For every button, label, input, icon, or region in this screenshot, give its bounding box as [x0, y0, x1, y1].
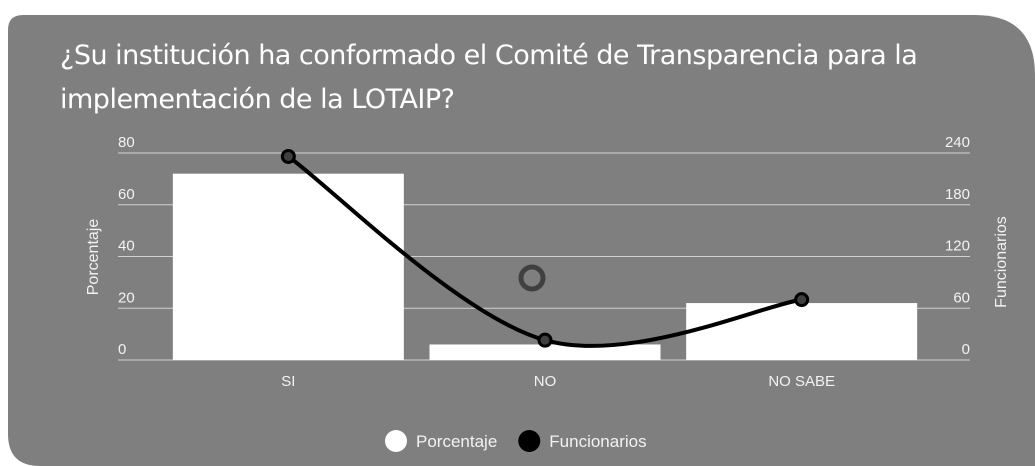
y-tick-label: 60 — [118, 186, 135, 203]
y2-tick-label: 60 — [953, 289, 970, 306]
y2-tick-label: 120 — [945, 238, 970, 255]
title-box: ¿Su institución ha conformado el Comité … — [60, 40, 918, 115]
legend-label: Funcionarios — [549, 432, 646, 451]
bar — [429, 344, 661, 360]
y2-axis-label: Funcionarios — [993, 216, 1010, 308]
legend-label: Porcentaje — [416, 432, 497, 451]
y-axis-label: Porcentaje — [85, 219, 102, 296]
line-point — [794, 292, 810, 308]
y-tick-label: 0 — [118, 341, 126, 358]
x-tick-label: NO — [534, 373, 557, 390]
y2-tick-label: 240 — [945, 134, 970, 151]
x-tick-label: NO SABE — [768, 373, 835, 390]
legend-swatch — [385, 430, 407, 452]
y2-tick-label: 0 — [962, 341, 970, 358]
y2-tick-label: 180 — [945, 186, 970, 203]
chart-title: ¿Su institución ha conformado el Comité … — [60, 40, 918, 115]
y-tick-label: 40 — [118, 238, 135, 255]
line-point — [280, 148, 296, 164]
bar — [686, 303, 918, 360]
legend-swatch — [518, 430, 541, 452]
y-tick-label: 20 — [118, 289, 135, 306]
bar — [172, 173, 404, 360]
line-point — [537, 332, 553, 348]
y-tick-label: 80 — [118, 134, 135, 151]
marker-decoration — [518, 264, 546, 292]
x-tick-label: SI — [281, 373, 295, 390]
